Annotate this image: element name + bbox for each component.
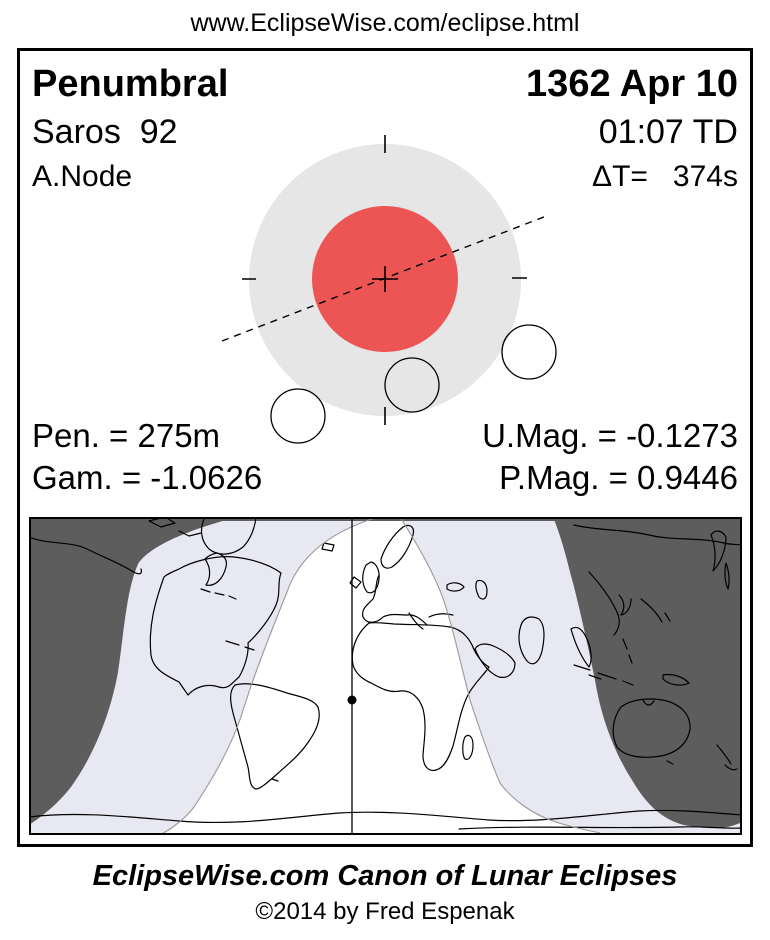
penumbral-magnitude: P.Mag. = 0.9446 [499, 459, 738, 496]
canon-title: EclipseWise.com Canon of Lunar Eclipses [92, 860, 678, 892]
sub-lunar-point-dot [347, 695, 357, 705]
cardinal-tick-marks [242, 135, 527, 425]
url-header: www.EclipseWise.com/eclipse.html [190, 9, 580, 37]
coastlines [29, 517, 742, 830]
eclipse-time: 01:07 TD [598, 113, 738, 151]
eclipse-type-label: Penumbral [32, 63, 229, 105]
penumbral-duration: Pen. = 275m [32, 417, 221, 454]
copyright-line: ©2014 by Fred Espenak [255, 898, 515, 925]
no-eclipse-region-east [553, 517, 742, 829]
moon-position-circle-3 [501, 324, 557, 380]
no-eclipse-region-west [29, 517, 237, 825]
visibility-world-map [29, 517, 742, 835]
contact-limit-curves [159, 517, 601, 835]
gamma-value: Gam. = -1.0626 [32, 459, 263, 496]
umbra-circle [312, 206, 458, 352]
ecliptic-dashed-line [221, 214, 550, 342]
delta-t-label: ΔT= 374s [592, 160, 738, 193]
saros-label: Saros 92 [32, 113, 178, 151]
moon-position-circle-2 [384, 357, 440, 413]
map-border [29, 517, 742, 835]
penumbra-circle [249, 144, 521, 416]
eclipse-card: Penumbral 1362 Apr 10 Saros 92 01:07 TD … [17, 48, 753, 847]
shadow-center-crosshair [372, 266, 398, 292]
moon-position-circle-1 [270, 388, 326, 444]
eclipse-date: 1362 Apr 10 [526, 63, 738, 105]
umbral-magnitude: U.Mag. = -0.1273 [482, 417, 738, 454]
full-visibility-region [160, 517, 602, 835]
node-label: A.Node [32, 160, 133, 193]
